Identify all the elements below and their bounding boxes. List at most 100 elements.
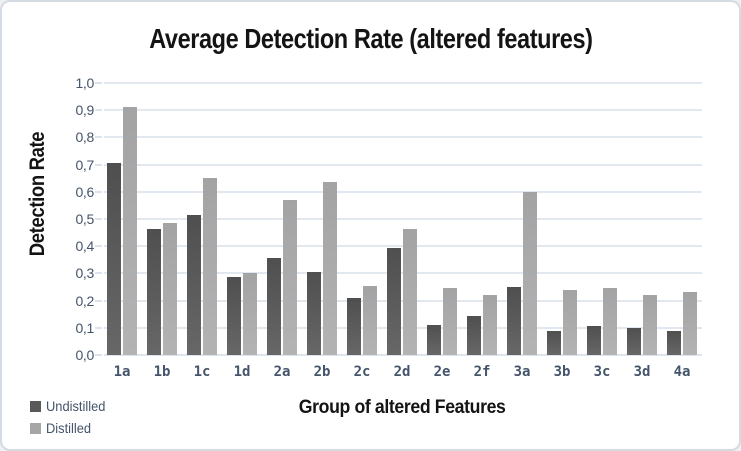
bar-distilled-3a	[523, 192, 537, 355]
x-tick-label-1c: 1c	[193, 364, 211, 380]
bar-undistilled-3a	[507, 287, 521, 355]
bar-group-2c	[342, 83, 382, 355]
legend-item-undistilled: Undistilled	[30, 395, 111, 417]
bar-distilled-2a	[283, 200, 297, 355]
plot-area: 0,0 0,1 0,2 0,3 0,4 0,5 0,6 0,7 0,8 0,9 1,0 1a 1b 1c 1…	[75, 75, 702, 380]
y-tick-label: 0,6	[75, 183, 94, 200]
x-tick-label-2c: 2c	[353, 364, 371, 380]
chart-title-text: Average Detection Rate (altered features…	[148, 23, 593, 54]
y-tick-mark	[95, 245, 102, 248]
bar-undistilled-1c	[187, 215, 201, 355]
bar-distilled-2f	[483, 295, 497, 355]
legend-label: Distilled	[46, 420, 92, 436]
gridline	[104, 136, 702, 139]
bar-distilled-1c	[203, 178, 217, 355]
bar-undistilled-2f	[467, 316, 481, 355]
x-tick-label-3a: 3a	[513, 364, 531, 380]
legend-swatch-distilled	[30, 422, 41, 434]
bar-undistilled-2d	[387, 248, 401, 355]
bar-group-3c	[582, 83, 622, 355]
y-tick-mark	[95, 190, 102, 193]
legend-label: Undistilled	[46, 398, 106, 414]
y-tick-mark	[95, 109, 102, 112]
bar-group-2e	[422, 83, 462, 355]
chart-title: Average Detection Rate (altered features…	[2, 23, 739, 55]
x-tick-label-2e: 2e	[433, 364, 451, 380]
x-tick-label-1d: 1d	[233, 364, 251, 380]
gridline	[104, 190, 702, 193]
bar-distilled-2c	[363, 286, 377, 355]
y-tick-label: 0,2	[75, 292, 94, 309]
x-tick-label-2a: 2a	[273, 364, 291, 380]
bar-group-1a	[102, 83, 142, 355]
y-tick-mark	[95, 299, 102, 302]
legend-item-distilled: Distilled	[30, 417, 111, 439]
bar-distilled-1b	[163, 223, 177, 355]
bar-group-1d	[222, 83, 262, 355]
x-axis-title: Group of altered Features	[102, 397, 702, 419]
bar-distilled-4a	[683, 292, 697, 355]
bar-undistilled-4a	[667, 331, 681, 355]
x-axis-title-text: Group of altered Features	[298, 397, 506, 418]
bar-distilled-3b	[563, 290, 577, 355]
gridline	[104, 109, 702, 112]
y-tick-label: 0,9	[75, 102, 94, 119]
y-tick-label: 1,0	[75, 75, 94, 91]
gridline	[104, 82, 702, 84]
bar-distilled-2d	[403, 229, 417, 355]
y-tick-mark	[95, 326, 102, 329]
y-tick-label: 0,7	[75, 156, 94, 173]
bar-distilled-2e	[443, 288, 457, 355]
y-tick-label: 0,4	[75, 238, 94, 255]
bar-undistilled-2c	[347, 298, 361, 355]
bar-group-3d	[622, 83, 662, 355]
x-tick-label-2b: 2b	[313, 364, 331, 380]
bar-undistilled-3c	[587, 326, 601, 355]
bar-undistilled-1a	[107, 163, 121, 355]
bar-undistilled-3d	[627, 328, 641, 355]
bar-distilled-3c	[603, 288, 617, 355]
bar-undistilled-2a	[267, 258, 281, 355]
y-tick-mark	[95, 163, 102, 166]
y-tick-label: 0,0	[75, 347, 94, 363]
bar-group-1b	[142, 83, 182, 355]
bar-group-4a	[662, 83, 702, 355]
bar-distilled-1d	[243, 273, 257, 355]
y-tick-mark	[95, 354, 102, 356]
bar-distilled-1a	[123, 107, 137, 355]
bar-distilled-3d	[643, 295, 657, 355]
legend: Undistilled Distilled	[30, 395, 111, 439]
bar-group-3b	[542, 83, 582, 355]
x-tick-label-3d: 3d	[633, 364, 651, 380]
y-tick-mark	[95, 136, 102, 139]
x-tick-label-3c: 3c	[593, 364, 611, 380]
x-tick-label-3b: 3b	[553, 364, 571, 380]
bar-undistilled-1b	[147, 229, 161, 355]
bar-group-1c	[182, 83, 222, 355]
y-tick-label: 0,1	[75, 319, 94, 336]
bar-undistilled-2e	[427, 325, 441, 355]
bar-undistilled-2b	[307, 272, 321, 355]
x-tick-label-2d: 2d	[393, 364, 411, 380]
y-tick-mark	[95, 82, 102, 84]
bar-group-2a	[262, 83, 302, 355]
y-tick-label: 0,5	[75, 211, 94, 227]
y-tick-label: 0,8	[75, 129, 94, 146]
bar-group-2d	[382, 83, 422, 355]
gridline	[104, 163, 702, 166]
gridline	[104, 218, 702, 220]
gridline	[104, 354, 702, 356]
bar-group-3a	[502, 83, 542, 355]
bar-distilled-2b	[323, 182, 337, 355]
y-tick-mark	[95, 218, 102, 220]
x-tick-label-1b: 1b	[153, 364, 171, 380]
x-tick-label-1a: 1a	[113, 364, 131, 380]
bar-group-2f	[462, 83, 502, 355]
x-tick-label-2f: 2f	[473, 364, 491, 380]
bar-undistilled-1d	[227, 277, 241, 355]
x-tick-label-4a: 4a	[673, 364, 691, 380]
legend-swatch-undistilled	[30, 400, 41, 412]
y-tick-mark	[95, 272, 102, 275]
bar-group-2b	[302, 83, 342, 355]
